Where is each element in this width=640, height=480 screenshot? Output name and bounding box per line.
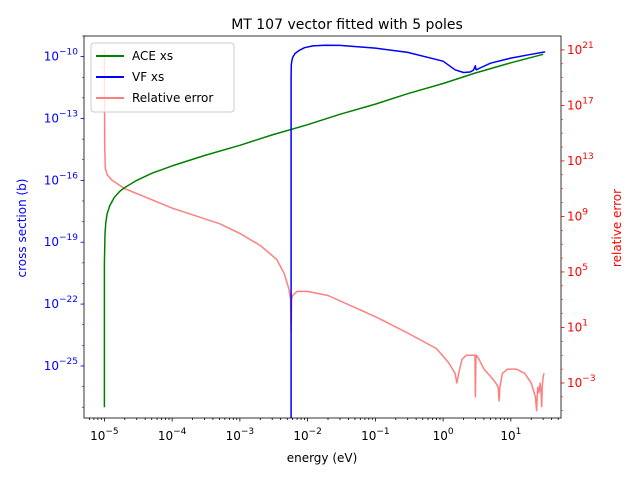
legend-label-0: ACE xs xyxy=(132,49,173,63)
x-tick-label: 10−2 xyxy=(293,427,322,443)
y-right-tick-label: 109 xyxy=(567,207,588,223)
y-right-tick-label: 105 xyxy=(567,263,588,279)
y-axis-label-right: relative error xyxy=(610,189,624,267)
y-left-tick-label: 10−13 xyxy=(44,109,78,125)
legend-label-2: Relative error xyxy=(132,91,213,105)
y-right-tick-label: 1017 xyxy=(567,96,594,112)
legend: ACE xs VF xs Relative error xyxy=(90,42,235,113)
ticks: 10−5 10−4 10−3 10−2 10−1 100 101 10−25 10−22 10−1… xyxy=(44,35,596,443)
series-line-1 xyxy=(290,44,546,418)
y-left-tick-label: 10−16 xyxy=(44,171,79,187)
x-tick-label: 10−3 xyxy=(226,427,255,443)
x-axis-label: energy (eV) xyxy=(287,451,358,465)
axes-frame xyxy=(83,35,562,419)
plot-content xyxy=(103,44,546,418)
y-axis-label-left: cross section (b) xyxy=(15,179,29,278)
y-right-tick-label: 1021 xyxy=(567,41,594,57)
chart-title: MT 107 vector fitted with 5 poles xyxy=(231,17,463,33)
y-right-tick-label: 1013 xyxy=(567,152,594,168)
x-tick-label: 10−5 xyxy=(90,427,119,443)
series-line-0 xyxy=(103,53,544,408)
y-left-tick-label: 10−10 xyxy=(44,48,79,64)
legend-label-1: VF xs xyxy=(132,70,164,84)
x-tick-label: 10−1 xyxy=(361,427,390,443)
series-line-2 xyxy=(103,49,545,412)
y-right-tick-label: 10−3 xyxy=(567,374,596,390)
x-tick-label: 101 xyxy=(500,427,521,443)
plot-frame xyxy=(83,35,562,419)
y-left-tick-label: 10−22 xyxy=(44,295,78,311)
y-right-tick-label: 101 xyxy=(567,318,588,334)
legend-box xyxy=(90,42,235,113)
x-tick-label: 10−4 xyxy=(158,427,187,443)
x-tick-label: 100 xyxy=(433,427,454,443)
y-left-tick-label: 10−25 xyxy=(44,357,78,373)
y-left-tick-label: 10−19 xyxy=(44,233,79,249)
